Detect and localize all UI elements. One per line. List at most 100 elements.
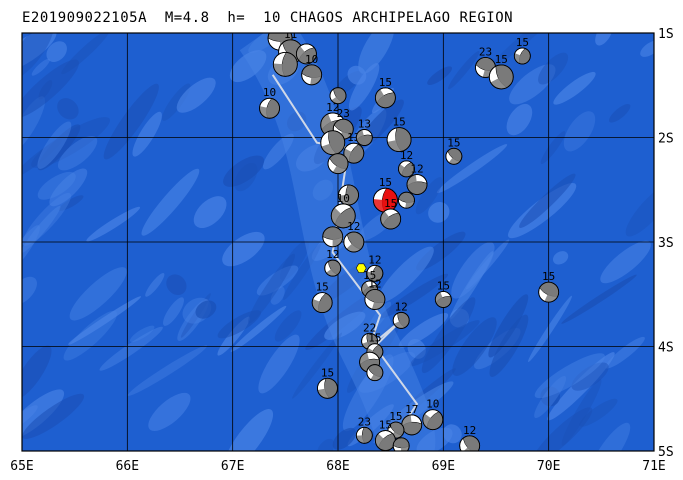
bathymetry-patch (347, 65, 367, 85)
depth-label: 10 (305, 53, 318, 66)
bathymetry-patch (534, 375, 567, 419)
beachball-quadrant (320, 113, 333, 130)
bathymetry-patch (378, 246, 434, 303)
beachball: 13 (355, 118, 373, 146)
beachball-outline (295, 43, 317, 65)
bathymetry-patch (22, 276, 37, 305)
bathymetry-patch (99, 326, 163, 371)
beachball: 12 (324, 248, 342, 277)
bathymetry-patch (258, 334, 300, 394)
bathymetry-patch (398, 313, 449, 348)
bathymetry-patch (625, 182, 654, 237)
bathymetry-patch (22, 393, 85, 440)
depth-label: 10 (273, 14, 286, 27)
bathymetry-patch (506, 103, 533, 136)
latitude-tick-label: 4S (658, 341, 674, 356)
longitude-tick-label: 68E (326, 459, 349, 474)
bathymetry-patch (37, 124, 81, 171)
longitude-tick-label: 66E (116, 459, 139, 474)
bathymetry-patch (561, 379, 602, 446)
depth-label: 12 (368, 277, 381, 290)
bathymetry-patch (22, 389, 65, 440)
depth-label: 15 (379, 176, 392, 189)
beachball (329, 87, 347, 105)
bathymetry-patch (538, 52, 569, 85)
bathymetry-patch (22, 192, 72, 246)
bathymetry-patch (163, 297, 184, 326)
bathymetry-patch (519, 173, 576, 229)
beachball: 15 (445, 136, 463, 165)
beachball (295, 43, 317, 65)
depth-label: 23 (479, 45, 492, 58)
bathymetry-patch (46, 41, 67, 62)
depth-label: 15 (516, 36, 529, 49)
bathymetry-patch (552, 251, 569, 265)
bathymetry-patch (428, 202, 450, 223)
beachball-quadrant (405, 200, 415, 209)
depth-label: 10 (337, 192, 350, 205)
beachball (327, 153, 349, 175)
depth-label: 15 (368, 332, 381, 345)
beachball: 12 (398, 149, 415, 178)
depth-label: 12 (326, 248, 339, 261)
bathymetry-patch (22, 59, 79, 118)
beachball-quadrant (359, 352, 370, 365)
bathymetry-patch (22, 33, 54, 79)
beachball: 12 (392, 300, 410, 329)
longitude-tick-labels: 65E 66E 67E 68E 69E 70E 71E (10, 459, 665, 474)
beachball (398, 191, 415, 209)
beachball (320, 130, 346, 156)
longitude-tick-label: 69E (432, 459, 455, 474)
beachball: 12 (406, 163, 428, 195)
beachball-outline (538, 281, 560, 303)
bathymetry-patch (63, 310, 118, 361)
depth-label: 11 (284, 28, 297, 41)
beachball-quadrant (331, 95, 343, 104)
bathymetry-patch (534, 353, 605, 399)
beachball: 10 (330, 192, 356, 229)
bathymetry-patch (409, 320, 480, 367)
bathymetry-patch (57, 135, 98, 171)
depth-label: 12 (395, 300, 408, 313)
bathymetry-patch (287, 111, 307, 132)
bathymetry-patch (600, 240, 651, 284)
depth-label: 15 (437, 279, 450, 292)
beachball-outline (322, 226, 344, 248)
bathymetry-patch (256, 265, 299, 296)
beachball-outline (398, 191, 415, 209)
bathymetry-patch (127, 345, 208, 396)
beachball-outline (380, 208, 402, 230)
bathymetry-patch (509, 64, 556, 105)
bathymetry-patch (141, 168, 200, 236)
bathymetry-patch (540, 131, 566, 165)
beachball-outline (343, 142, 365, 164)
bathymetry-patch (217, 310, 261, 339)
beachball-outline (272, 51, 298, 77)
bathymetry-patch (37, 121, 72, 169)
bathymetry-patch (234, 162, 258, 192)
bathymetry-patch (129, 325, 155, 343)
beachball (392, 437, 410, 451)
bathymetry-patch (532, 407, 593, 451)
map-frame (21, 32, 655, 452)
beachball-quadrant (326, 268, 338, 277)
bathymetry-patch (195, 300, 217, 319)
beachball-quadrant (317, 388, 330, 399)
latitude-tick-label: 1S (658, 27, 674, 42)
bathymetry-patch (436, 144, 508, 194)
depth-label: 15 (542, 270, 555, 283)
beachball-quadrant (422, 413, 433, 428)
map-title: E201909022105A M=4.8 h= 10 CHAGOS ARCHIP… (22, 10, 514, 26)
beachball-quadrant (332, 163, 347, 174)
depth-label: 15 (363, 269, 376, 282)
depth-label: 15 (495, 53, 508, 66)
beachball-quadrant (387, 139, 402, 152)
bathymetry-patch (58, 195, 84, 211)
beachball-quadrant (356, 435, 365, 444)
beachball (272, 51, 298, 77)
bathymetry-patch (22, 96, 46, 154)
beachball-outline (406, 174, 428, 195)
depth-label: 10 (426, 398, 439, 411)
